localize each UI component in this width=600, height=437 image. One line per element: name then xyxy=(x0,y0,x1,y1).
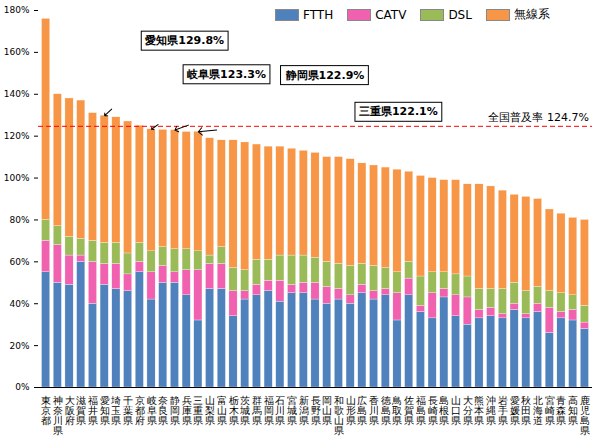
svg-text:20%: 20% xyxy=(9,340,29,350)
svg-text:山口県: 山口県 xyxy=(451,395,461,426)
svg-text:宮崎県: 宮崎県 xyxy=(545,395,555,426)
svg-text:三重県122.1%: 三重県122.1% xyxy=(359,105,438,118)
svg-text:100%: 100% xyxy=(4,173,30,183)
svg-text:神奈川県: 神奈川県 xyxy=(53,395,63,436)
svg-text:徳島県: 徳島県 xyxy=(381,395,391,426)
svg-text:群馬県: 群馬県 xyxy=(251,395,262,426)
svg-text:長野県: 長野県 xyxy=(311,395,321,426)
svg-text:熊本県: 熊本県 xyxy=(474,395,484,426)
svg-text:0%: 0% xyxy=(15,382,30,392)
svg-text:北海道: 北海道 xyxy=(533,395,543,426)
svg-text:180%: 180% xyxy=(4,5,30,15)
svg-text:60%: 60% xyxy=(9,257,29,267)
svg-text:80%: 80% xyxy=(9,215,29,225)
svg-text:長崎県: 長崎県 xyxy=(428,395,438,426)
svg-text:滋賀県: 滋賀県 xyxy=(76,395,86,426)
svg-text:宮城県: 宮城県 xyxy=(286,395,297,426)
svg-text:大阪府: 大阪府 xyxy=(65,395,75,426)
svg-text:島根県: 島根県 xyxy=(439,395,449,426)
svg-text:石川県: 石川県 xyxy=(275,395,285,426)
svg-text:山梨県: 山梨県 xyxy=(205,395,215,426)
svg-text:静岡県122.9%: 静岡県122.9% xyxy=(285,69,365,82)
svg-text:愛知県: 愛知県 xyxy=(100,395,110,426)
html-text:無線系: 無線系 xyxy=(513,7,550,21)
svg-text:奈良県: 奈良県 xyxy=(158,395,168,426)
svg-text:栃木県: 栃木県 xyxy=(229,395,239,426)
svg-text:東京都: 東京都 xyxy=(41,395,51,426)
svg-text:佐賀県: 佐賀県 xyxy=(404,395,414,426)
svg-text:茨城県: 茨城県 xyxy=(239,395,250,426)
svg-text:鳥取県: 鳥取県 xyxy=(391,395,402,426)
svg-text:福岡県: 福岡県 xyxy=(264,395,274,426)
svg-text:兵庫県: 兵庫県 xyxy=(182,395,192,426)
svg-text:岐阜県: 岐阜県 xyxy=(147,395,157,426)
svg-text:大分県: 大分県 xyxy=(463,395,473,426)
svg-text:広島県: 広島県 xyxy=(357,395,367,426)
svg-text:高知県: 高知県 xyxy=(568,395,578,426)
svg-text:新潟県: 新潟県 xyxy=(299,395,309,426)
svg-text:120%: 120% xyxy=(4,131,30,141)
svg-text:140%: 140% xyxy=(4,89,30,99)
svg-text:全国普及率 124.7%: 全国普及率 124.7% xyxy=(488,111,588,124)
svg-text:岐阜県123.3%: 岐阜県123.3% xyxy=(187,68,266,81)
svg-text:160%: 160% xyxy=(4,47,30,57)
svg-text:岩手県: 岩手県 xyxy=(498,395,508,426)
svg-text:三重県: 三重県 xyxy=(193,395,203,426)
svg-text:京都府: 京都府 xyxy=(135,395,145,426)
svg-text:福島県: 福島県 xyxy=(416,395,426,426)
svg-text:岡山県: 岡山県 xyxy=(322,395,332,426)
svg-text:沖縄県: 沖縄県 xyxy=(485,395,496,426)
svg-text:40%: 40% xyxy=(9,299,29,309)
svg-text:青森県: 青森県 xyxy=(556,395,566,426)
svg-text:埼玉県: 埼玉県 xyxy=(110,395,121,426)
svg-text:富山県: 富山県 xyxy=(217,395,227,426)
svg-text:山形県: 山形県 xyxy=(346,395,356,426)
svg-text:愛媛県: 愛媛県 xyxy=(510,395,520,426)
svg-text:香川県: 香川県 xyxy=(369,395,379,426)
svg-text:秋田県: 秋田県 xyxy=(521,395,531,426)
svg-text:鹿児島県: 鹿児島県 xyxy=(580,395,590,436)
svg-text:愛知県129.8%: 愛知県129.8% xyxy=(145,34,224,47)
svg-text:福井県: 福井県 xyxy=(88,395,98,426)
html-text:FTTH: FTTH xyxy=(303,7,334,22)
svg-text:静岡県: 静岡県 xyxy=(170,395,180,426)
svg-text:千葉県: 千葉県 xyxy=(123,395,133,426)
html-text:DSL: DSL xyxy=(448,7,472,22)
html-text:CATV: CATV xyxy=(375,7,407,22)
svg-text:和歌山県: 和歌山県 xyxy=(334,395,344,436)
